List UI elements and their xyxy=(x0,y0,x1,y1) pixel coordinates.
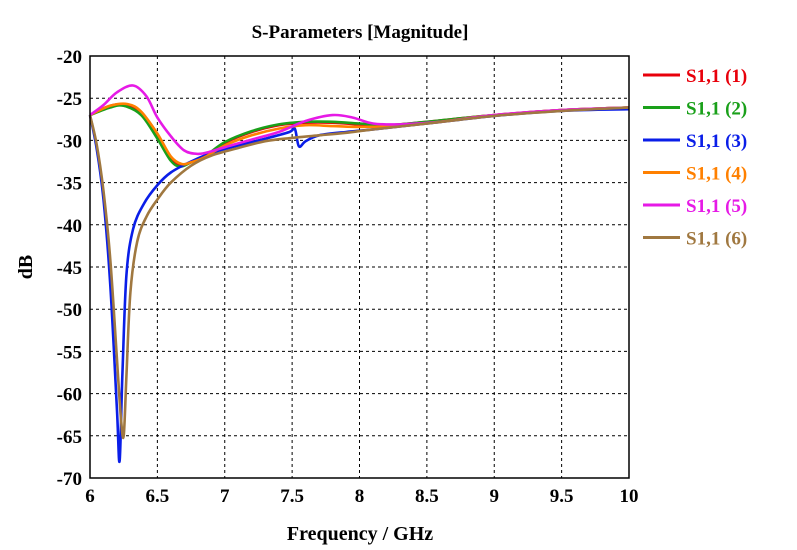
y-axis-ticks: -20 -25 -30 -35 -40 -45 -50 -55 -60 -65 -70 xyxy=(57,47,82,490)
x-tick-label: 9.5 xyxy=(550,486,574,507)
chart-title: S-Parameters [Magnitude] xyxy=(252,22,469,43)
y-tick-label: -25 xyxy=(57,89,82,110)
series-line-5 xyxy=(89,84,630,156)
x-tick-label: 10 xyxy=(620,486,639,507)
x-tick-label: 6.5 xyxy=(146,486,170,507)
y-tick-label: -65 xyxy=(57,427,82,448)
x-tick-label: 8 xyxy=(355,486,365,507)
y-tick-label: -40 xyxy=(57,216,82,237)
legend: S1,1 (1) S1,1 (2) S1,1 (3) S1,1 (4) S1,1 (5)… xyxy=(643,66,747,250)
legend-label-3: S1,1 (3) xyxy=(686,131,747,152)
y-tick-label: -35 xyxy=(57,174,82,195)
legend-label-2: S1,1 (2) xyxy=(686,99,747,120)
x-tick-label: 7.5 xyxy=(280,486,304,507)
x-tick-label: 6 xyxy=(85,486,95,507)
legend-label-1: S1,1 (1) xyxy=(686,66,747,87)
x-tick-label: 7 xyxy=(220,486,230,507)
legend-label-4: S1,1 (4) xyxy=(686,164,747,185)
series-layer xyxy=(88,84,630,464)
y-tick-label: -45 xyxy=(57,258,82,279)
y-tick-label: -20 xyxy=(57,47,82,68)
plot-frame xyxy=(89,55,630,479)
y-tick-label: -50 xyxy=(57,300,82,321)
x-tick-label: 8.5 xyxy=(415,486,439,507)
y-tick-label: -60 xyxy=(57,385,82,406)
x-tick-label: 9 xyxy=(490,486,500,507)
y-axis-label: dB xyxy=(15,255,37,279)
x-axis-label: Frequency / GHz xyxy=(287,523,433,545)
y-tick-label: -70 xyxy=(57,469,82,490)
series-line-6 xyxy=(88,106,630,440)
legend-label-6: S1,1 (6) xyxy=(686,229,747,250)
grid xyxy=(90,56,629,478)
legend-label-5: S1,1 (5) xyxy=(686,196,747,217)
y-tick-label: -30 xyxy=(57,131,82,152)
x-axis-ticks: 6 6.5 7 7.5 8 8.5 9 9.5 10 xyxy=(85,486,638,507)
y-tick-label: -55 xyxy=(57,342,82,363)
